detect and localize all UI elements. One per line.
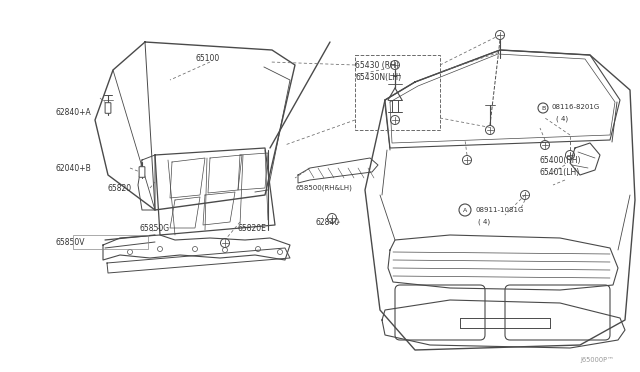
Text: 08116-8201G: 08116-8201G xyxy=(551,104,599,110)
Text: 65100: 65100 xyxy=(195,54,220,62)
FancyBboxPatch shape xyxy=(139,167,145,177)
Text: 658500(RH&LH): 658500(RH&LH) xyxy=(295,185,352,191)
Text: 65820E: 65820E xyxy=(238,224,267,232)
Text: B: B xyxy=(541,106,545,110)
Text: 65401(LH): 65401(LH) xyxy=(540,167,580,176)
Text: 62040+B: 62040+B xyxy=(55,164,91,173)
Text: 62840+A: 62840+A xyxy=(55,108,91,116)
Text: 62840: 62840 xyxy=(315,218,339,227)
FancyBboxPatch shape xyxy=(105,103,111,113)
Text: 65850G: 65850G xyxy=(140,224,170,232)
Text: 65820: 65820 xyxy=(108,183,132,192)
Text: 65400(RH): 65400(RH) xyxy=(540,155,582,164)
Text: J65000P™: J65000P™ xyxy=(580,357,614,363)
Bar xyxy=(355,55,440,130)
Text: 65430N(LH): 65430N(LH) xyxy=(355,73,401,81)
Text: 08911-1081G: 08911-1081G xyxy=(475,207,524,213)
Text: A: A xyxy=(463,208,467,212)
Bar xyxy=(73,235,148,249)
Text: 65430 (RH): 65430 (RH) xyxy=(355,61,399,70)
Text: 65850V: 65850V xyxy=(55,237,84,247)
Text: ( 4): ( 4) xyxy=(478,219,490,225)
Text: ( 4): ( 4) xyxy=(556,116,568,122)
